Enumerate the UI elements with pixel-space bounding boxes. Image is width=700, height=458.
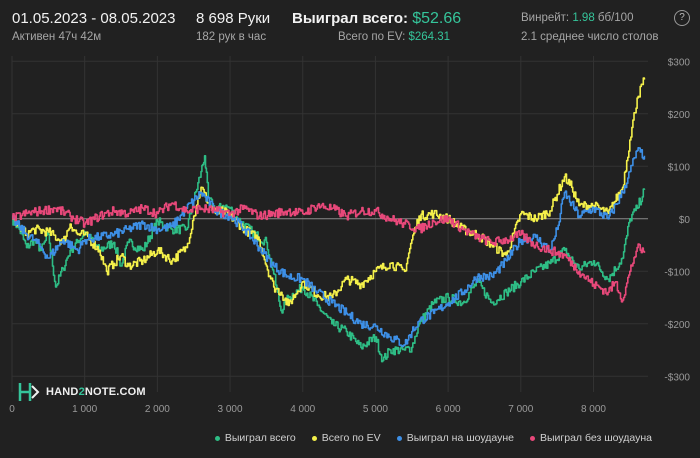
legend-label-showdown: Выиграл на шоудауне xyxy=(406,432,514,444)
legend-dot-non-showdown xyxy=(530,435,535,441)
won-total-value: $52.66 xyxy=(412,10,462,27)
x-tick-label: 4 000 xyxy=(290,404,315,415)
y-tick-label: -$300 xyxy=(664,372,690,383)
chart-grid xyxy=(11,56,648,392)
legend-dot-won-total xyxy=(214,435,220,441)
x-tick-label: 3 000 xyxy=(218,404,243,415)
ev-total-value: $264.31 xyxy=(408,31,451,43)
chart-legend: Выиграл всего Всего по EV Выиграл на шоу… xyxy=(214,432,652,444)
winrate: Винрейт: 1.98 бб/100 xyxy=(521,12,633,24)
ev-total-label: Всего по EV: xyxy=(338,31,406,43)
series-line-ev xyxy=(12,77,646,307)
legend-dot-ev xyxy=(311,435,317,441)
hands-per-hour: 182 рук в час xyxy=(196,31,267,43)
y-tick-label: $300 xyxy=(668,57,691,68)
legend-item-showdown[interactable]: Выиграл на шоудауне xyxy=(396,432,514,444)
date-range: 01.05.2023 - 08.05.2023 xyxy=(12,10,176,27)
x-tick-label: 0 xyxy=(9,404,15,415)
avg-tables: 2.1 среднее число столов xyxy=(521,31,659,43)
series-line-won-total xyxy=(12,155,646,363)
legend-item-non-showdown[interactable]: Выиграл без шоудауна xyxy=(530,432,652,444)
y-tick-label: -$100 xyxy=(664,267,690,278)
ev-total: Всего по EV: $264.31 xyxy=(338,31,450,43)
series-line-non-showdown xyxy=(12,201,646,303)
x-tick-label: 8 000 xyxy=(581,404,606,415)
y-tick-label: $200 xyxy=(668,110,691,121)
hand2note-logo-icon xyxy=(18,383,40,401)
stats-header: 01.05.2023 - 08.05.2023 Активен 47ч 42м … xyxy=(0,0,700,50)
help-icon[interactable]: ? xyxy=(674,10,690,26)
won-total-label: Выиграл всего: xyxy=(292,10,409,27)
x-tick-label: 1 000 xyxy=(72,404,97,415)
legend-label-won-total: Выиграл всего xyxy=(224,432,296,444)
hand2note-logo: HAND2NOTE.COM xyxy=(18,382,146,402)
y-tick-label: $0 xyxy=(679,215,691,226)
won-total: Выиграл всего: $52.66 xyxy=(292,10,461,28)
x-tick-label: 7 000 xyxy=(508,404,533,415)
x-tick-label: 2 000 xyxy=(145,404,170,415)
y-tick-label: -$200 xyxy=(664,320,690,331)
legend-label-ev: Всего по EV xyxy=(321,432,381,444)
hands-count: 8 698 Руки xyxy=(196,10,271,27)
chart-series xyxy=(12,77,646,363)
series-line-showdown xyxy=(12,147,646,348)
x-tick-label: 6 000 xyxy=(436,404,461,415)
legend-dot-showdown xyxy=(396,435,402,441)
profit-chart: 0 1 000 2 000 3 000 4 000 5 000 6 000 7 000 8 00… xyxy=(9,56,690,415)
x-tick-label: 5 000 xyxy=(363,404,388,415)
legend-item-ev[interactable]: Всего по EV xyxy=(311,432,381,444)
y-tick-label: $100 xyxy=(668,162,691,173)
winrate-value: 1.98 xyxy=(572,12,595,24)
hand2note-logo-text: HAND2NOTE.COM xyxy=(46,386,146,398)
winrate-unit: бб/100 xyxy=(597,12,634,24)
legend-label-non-showdown: Выиграл без шоудауна xyxy=(540,432,652,444)
winrate-label: Винрейт: xyxy=(521,12,570,24)
active-time: Активен 47ч 42м xyxy=(12,31,102,43)
y-axis-ticks: $300 $200 $100 $0 -$100 -$200 -$300 xyxy=(664,57,690,383)
x-axis-ticks: 0 1 000 2 000 3 000 4 000 5 000 6 000 7 000 8 00… xyxy=(9,404,606,415)
legend-item-won-total[interactable]: Выиграл всего xyxy=(214,432,296,444)
